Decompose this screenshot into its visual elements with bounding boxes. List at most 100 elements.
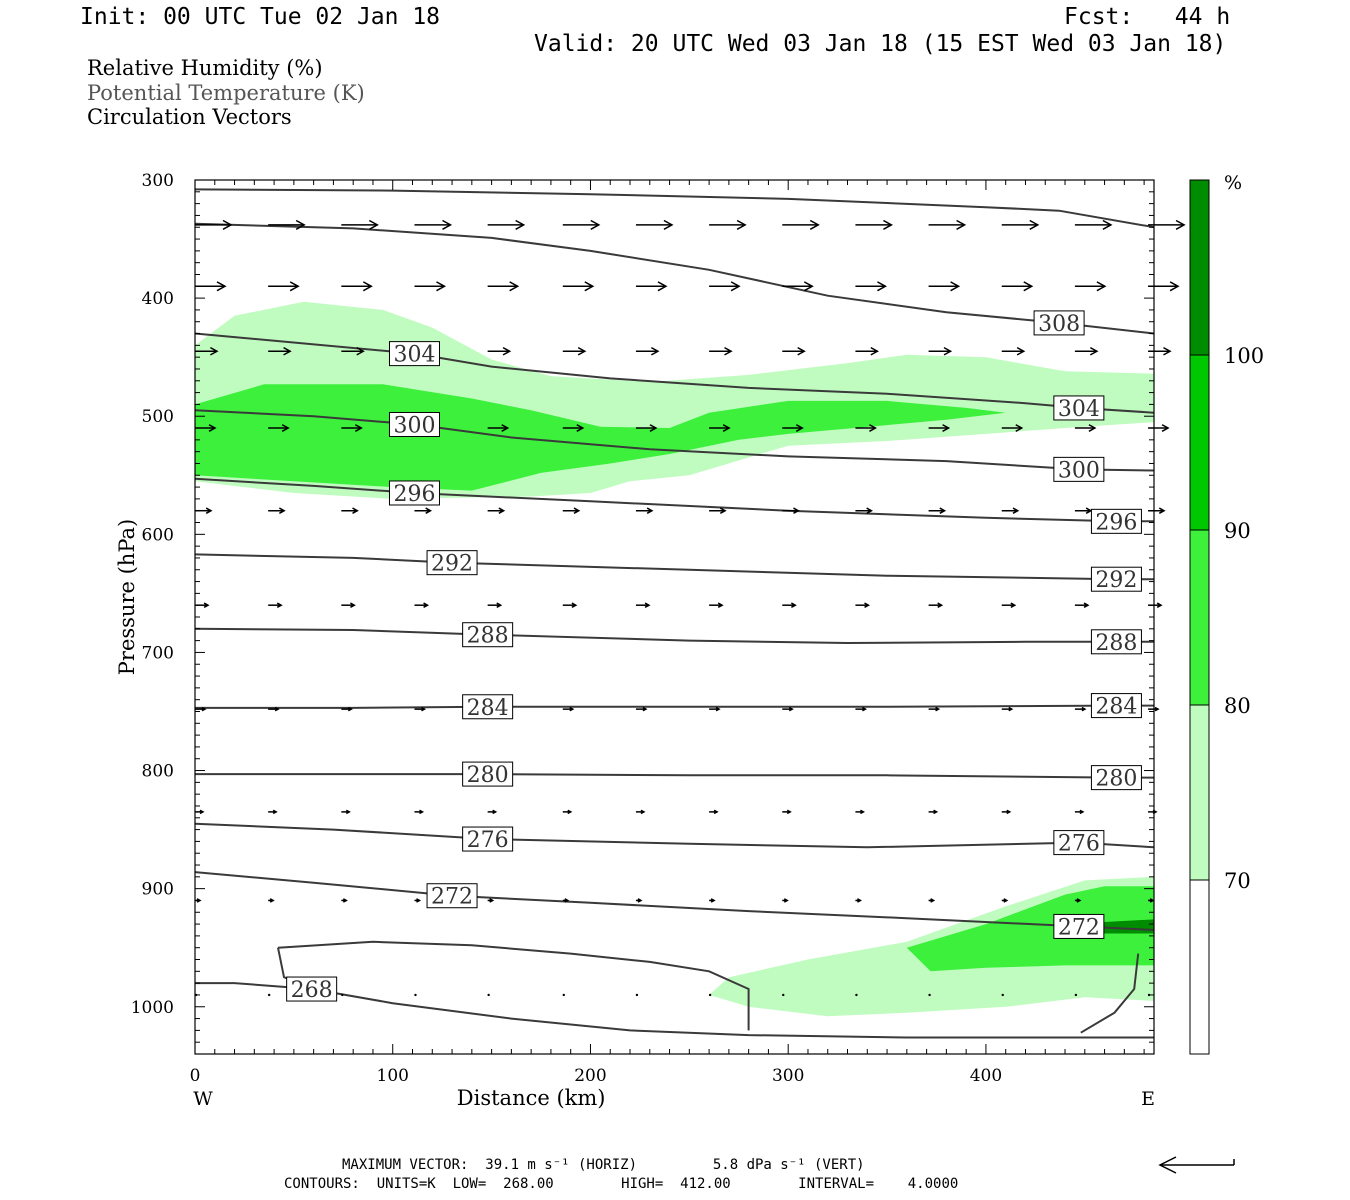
theta-contour-272 xyxy=(195,871,1154,931)
vector-arrow xyxy=(341,281,373,292)
vector-arrow xyxy=(1001,346,1026,356)
vector-arrow xyxy=(635,507,654,514)
vector-arrow xyxy=(1148,346,1172,356)
vector-arrow xyxy=(782,602,797,608)
vector-arrow xyxy=(782,898,789,903)
vector-arrow xyxy=(782,346,806,356)
colorbar-label: 100 xyxy=(1224,344,1264,368)
y-tick-label: 300 xyxy=(142,171,174,191)
vector-arrow xyxy=(487,424,510,432)
axes: 0 100 200 300 400 300 400 500 600 700 800 900 1000 Di… xyxy=(115,171,1155,1110)
vector-arrow xyxy=(562,507,581,514)
colorbar-segment xyxy=(1190,880,1209,1054)
vector-arrow xyxy=(855,281,887,292)
theta-label: 288 xyxy=(1090,629,1142,656)
vector-arrow xyxy=(709,602,724,608)
svg-text:300: 300 xyxy=(1058,458,1100,483)
vector-arrow xyxy=(782,706,794,712)
vector-arrow xyxy=(928,424,951,432)
forecast-hour: Fcst: 44 h xyxy=(1064,4,1231,30)
y-axis-title: Pressure (hPa) xyxy=(115,519,139,675)
vector-arrow xyxy=(562,706,575,712)
vector-arrow xyxy=(709,281,741,292)
theta-label: 308 xyxy=(1033,310,1085,337)
legend-theta: Potential Temperature (K) xyxy=(87,81,365,105)
svg-text:268: 268 xyxy=(291,978,333,1003)
vector-arrow xyxy=(562,346,587,356)
vector-arrow xyxy=(855,706,867,712)
vector-arrow xyxy=(268,507,286,514)
theta-label: 280 xyxy=(462,761,514,788)
vector-arrow xyxy=(1074,219,1113,230)
vector-arrow xyxy=(195,706,207,712)
vector-arrow xyxy=(709,809,719,815)
theta-label: 276 xyxy=(1053,830,1105,857)
footer-arrow xyxy=(1158,1156,1235,1174)
vector-arrow xyxy=(782,993,785,997)
vector-arrow xyxy=(414,898,422,903)
vector-arrow xyxy=(1001,993,1004,997)
x-west-label: W xyxy=(193,1088,213,1110)
colorbar-segment xyxy=(1190,180,1209,355)
vector-arrow xyxy=(341,993,344,997)
legend-vectors: Circulation Vectors xyxy=(87,105,292,129)
vector-arrow xyxy=(855,424,877,432)
vector-arrow xyxy=(341,706,353,712)
vector-arrow xyxy=(414,281,447,292)
vector-arrow xyxy=(1074,809,1085,815)
vector-arrow xyxy=(709,898,716,903)
x-tick-label: 200 xyxy=(574,1066,606,1086)
vector-arrow xyxy=(1001,706,1014,712)
svg-text:312: 312 xyxy=(1038,84,1080,109)
svg-text:276: 276 xyxy=(1058,832,1100,857)
colorbar-label: 70 xyxy=(1224,869,1251,893)
vector-arrow xyxy=(1074,507,1093,514)
vector-arrow xyxy=(1074,281,1107,292)
vector-arrow xyxy=(341,424,363,432)
vector-arrow xyxy=(1001,281,1034,292)
vector-arrow xyxy=(635,346,660,356)
vector-arrow xyxy=(855,219,893,230)
theta-labels: 312 308 304 304 300 300 296 296 292 292 288 288 284 2… xyxy=(286,83,1142,1003)
vector-arrow xyxy=(487,281,520,292)
theta-label: 304 xyxy=(1053,395,1105,422)
vector-arrow xyxy=(341,507,359,514)
theta-label: 268 xyxy=(286,976,338,1003)
colorbar-border xyxy=(1189,179,1210,1055)
vector-arrow xyxy=(1074,993,1078,997)
vector-arrow xyxy=(928,507,947,514)
svg-text:276: 276 xyxy=(467,828,509,853)
rh-shading xyxy=(195,301,1154,1017)
vector-arrow xyxy=(1074,706,1087,712)
vector-arrow xyxy=(709,346,733,356)
vector-arrow xyxy=(487,346,512,356)
vector-arrow xyxy=(635,993,639,997)
vector-arrow xyxy=(414,602,430,608)
vector-arrow xyxy=(782,507,800,514)
vector-arrow xyxy=(1148,809,1158,815)
y-tick-label: 800 xyxy=(142,762,174,782)
vector-arrow xyxy=(341,898,348,903)
svg-text:308: 308 xyxy=(1038,312,1080,337)
vector-arrow xyxy=(635,219,674,230)
vector-arrow xyxy=(268,602,283,608)
vector-arrow xyxy=(1074,424,1097,432)
colorbar-label: 80 xyxy=(1224,694,1251,718)
theta-label: 312 xyxy=(1034,83,1084,109)
valid-time: Valid: 20 UTC Wed 03 Jan 18 (15 EST Wed … xyxy=(534,31,1227,57)
colorbar-unit: % xyxy=(1224,172,1242,194)
vector-arrow xyxy=(855,898,862,903)
y-tick-label: 1000 xyxy=(131,998,174,1018)
vector-arrow xyxy=(1001,898,1009,903)
vector-arrow xyxy=(562,424,585,432)
vector-arrow xyxy=(1001,219,1040,230)
theta-contour-268 xyxy=(277,940,750,1031)
y-tick-label: 600 xyxy=(142,525,174,545)
vector-arrow xyxy=(855,346,879,356)
x-east-label: E xyxy=(1141,1088,1155,1110)
svg-text:292: 292 xyxy=(1095,568,1137,593)
vector-arrow xyxy=(635,281,668,292)
vector-arrow xyxy=(487,809,498,815)
colorbar-segment xyxy=(1190,530,1209,705)
vector-arrow xyxy=(562,809,573,815)
